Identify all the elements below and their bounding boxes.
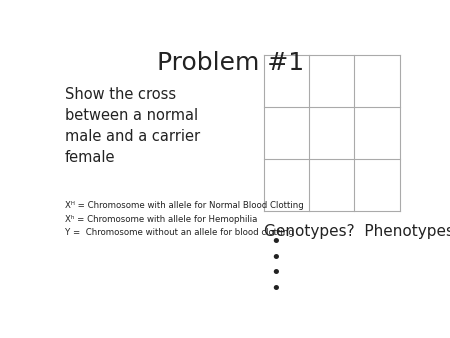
Text: Genotypes?  Phenotypes?: Genotypes? Phenotypes?	[264, 224, 450, 239]
Text: Problem #1: Problem #1	[157, 51, 304, 75]
Text: Show the cross
between a normal
male and a carrier
female: Show the cross between a normal male and…	[65, 88, 200, 165]
Text: •: •	[271, 249, 282, 267]
Text: Xᴴ = Chromosome with allele for Normal Blood Clotting
Xʰ = Chromosome with allel: Xᴴ = Chromosome with allele for Normal B…	[65, 201, 304, 237]
Text: •: •	[271, 265, 282, 283]
Text: •: •	[271, 280, 282, 298]
Text: •: •	[271, 233, 282, 251]
